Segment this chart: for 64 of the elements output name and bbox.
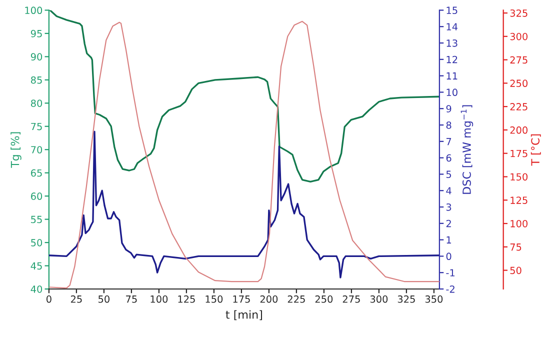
- y2-tick-label: -1: [446, 269, 454, 276]
- y2-tick-label: 4: [446, 187, 452, 194]
- x-tick-label: 225: [288, 295, 305, 303]
- y3-tick-label: 225: [510, 103, 528, 110]
- y-tick-label: 80: [30, 100, 42, 107]
- y-tick-label: 65: [31, 169, 42, 177]
- y-tick-label: 95: [30, 30, 42, 38]
- y2-tick-label: 12: [446, 56, 458, 64]
- y-tick-label: 60: [31, 192, 42, 200]
- x-axis-title: t [min]: [226, 310, 262, 320]
- y2-axis-title: DSC [mW mg$^{−1}$]: [460, 105, 474, 194]
- y3-tick-label: 275: [510, 56, 528, 64]
- y3-tick-label: 50: [510, 266, 522, 274]
- x-tick-label: 350: [425, 295, 443, 303]
- x-tick-label: 175: [233, 296, 250, 303]
- y3-tick-label: 150: [510, 173, 528, 181]
- line-series: [48, 130, 440, 278]
- y2-tick-label: -2: [446, 285, 454, 293]
- x-tick-label: 250: [315, 295, 333, 303]
- y2-tick-label: 14: [446, 23, 458, 30]
- y2-tick-label: 13: [446, 39, 458, 47]
- y-tick-label: 85: [30, 76, 42, 84]
- y3-tick-label: 125: [510, 196, 528, 204]
- x-tick-label: 275: [342, 295, 360, 303]
- x-tick-label: 75: [126, 296, 137, 303]
- y2-tick-label: 3: [446, 203, 452, 211]
- y2-tick-label: 6: [446, 154, 452, 162]
- x-tick-label: 0: [46, 295, 52, 303]
- y-tick-label: 90: [30, 53, 42, 60]
- y3-tick-label: 100: [510, 220, 528, 228]
- y2-tick-label: 10: [446, 88, 458, 96]
- y2-tick-label: 1: [446, 236, 451, 244]
- y3-axis-title: T [°C]: [530, 134, 541, 166]
- y2-tick-label: 5: [446, 170, 452, 178]
- y3-tick-label: 75: [510, 244, 522, 251]
- y-axis-title: Tg [%]: [10, 132, 22, 168]
- y2-tick-label: 11: [446, 72, 458, 80]
- x-tick-label: 25: [70, 295, 82, 303]
- x-tick-label: 100: [150, 295, 168, 303]
- y2-tick-label: 15: [446, 6, 458, 14]
- y2-tick-label: 7: [446, 138, 452, 146]
- y-tick-label: 100: [25, 6, 42, 14]
- x-tick-label: 325: [398, 295, 415, 303]
- y3-tick-label: 250: [510, 80, 528, 88]
- x-tick-label: 125: [178, 295, 195, 303]
- y3-tick-label: 325: [510, 9, 528, 17]
- y-tick-label: 55: [31, 216, 42, 224]
- y3-tick-label: 200: [510, 126, 528, 134]
- x-tick-label: 50: [98, 295, 110, 303]
- y2-tick-label: 8: [446, 121, 452, 129]
- y3-tick-label: 300: [510, 32, 528, 40]
- y2-tick-label: 0: [446, 252, 452, 260]
- x-tick-label: 200: [260, 295, 278, 303]
- x-tick-label: 150: [206, 295, 223, 303]
- y2-tick-label: 2: [446, 220, 451, 228]
- y-tick-label: 40: [30, 285, 42, 293]
- y3-tick-label: 175: [510, 150, 528, 158]
- y-tick-label: 70: [31, 146, 42, 154]
- y2-tick-label: 9: [446, 105, 452, 112]
- y-tick-label: 50: [31, 239, 42, 246]
- y-tick-label: 75: [31, 122, 42, 130]
- x-tick-label: 300: [370, 295, 388, 303]
- y-tick-label: 45: [30, 262, 42, 270]
- line-series: [48, 10, 440, 182]
